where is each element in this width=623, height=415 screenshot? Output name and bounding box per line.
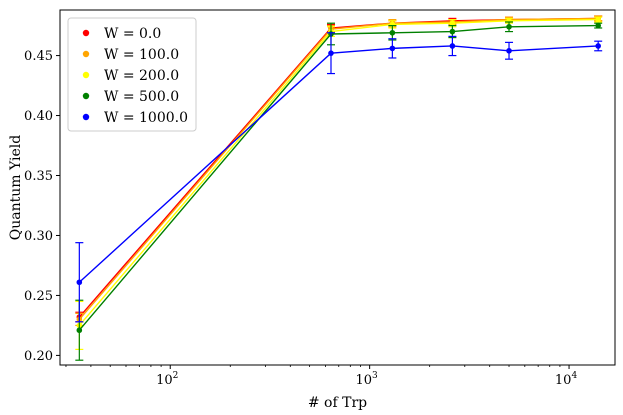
series-5 (75, 32, 603, 323)
x-tick-label: 104 (555, 371, 578, 388)
x-tick-label: 102 (156, 371, 178, 388)
legend-marker (82, 113, 90, 121)
data-point (506, 47, 512, 54)
data-point (595, 43, 601, 49)
series-4 (75, 21, 603, 361)
y-tick-label: 0.30 (24, 229, 53, 244)
legend-entry: W = 1000.0 (104, 110, 188, 126)
data-point (595, 22, 601, 29)
series-line (78, 18, 599, 326)
legend-marker (82, 92, 90, 100)
x-tick-label-exponent: 4 (571, 371, 577, 381)
x-tick-label-base: 10 (356, 373, 373, 388)
data-point (449, 20, 456, 26)
legend-entry: W = 100.0 (104, 47, 179, 63)
plot-frame (59, 9, 616, 366)
x-tick-label-exponent: 3 (372, 371, 378, 381)
x-tick-label-base: 10 (156, 373, 173, 388)
x-tick-label-base: 10 (555, 373, 572, 388)
data-point (506, 23, 512, 30)
y-tick-label: 0.40 (24, 109, 53, 124)
series-line (78, 45, 599, 283)
x-axis-label: # of Trp (308, 395, 367, 411)
legend-entry: W = 200.0 (104, 68, 179, 84)
legend-entry: W = 0.0 (104, 26, 161, 42)
data-point (595, 16, 601, 23)
data-point (389, 29, 396, 36)
legend-marker (82, 71, 90, 79)
y-tick-label: 0.45 (24, 49, 53, 64)
y-tick-label: 0.35 (24, 169, 53, 184)
legend-entry: W = 500.0 (104, 89, 179, 105)
data-point (328, 50, 334, 56)
legend-marker (82, 50, 90, 58)
y-axis-label: Quantum Yield (8, 135, 24, 240)
data-point (76, 279, 83, 286)
y-tick-label: 0.25 (24, 289, 53, 304)
series-line (78, 24, 599, 331)
data-point (449, 28, 456, 35)
series-line (78, 17, 599, 320)
x-tick-label-exponent: 2 (173, 371, 179, 381)
data-point (76, 327, 83, 334)
legend-box (67, 17, 197, 132)
legend-marker (82, 29, 90, 37)
data-point (389, 45, 396, 52)
data-point (449, 43, 456, 49)
y-tick-label: 0.20 (24, 349, 53, 364)
legend: W = 0.0 W = 100.0 W = 200.0 W = 500.0 W = 10… (67, 17, 197, 132)
x-tick-label: 103 (356, 371, 379, 388)
